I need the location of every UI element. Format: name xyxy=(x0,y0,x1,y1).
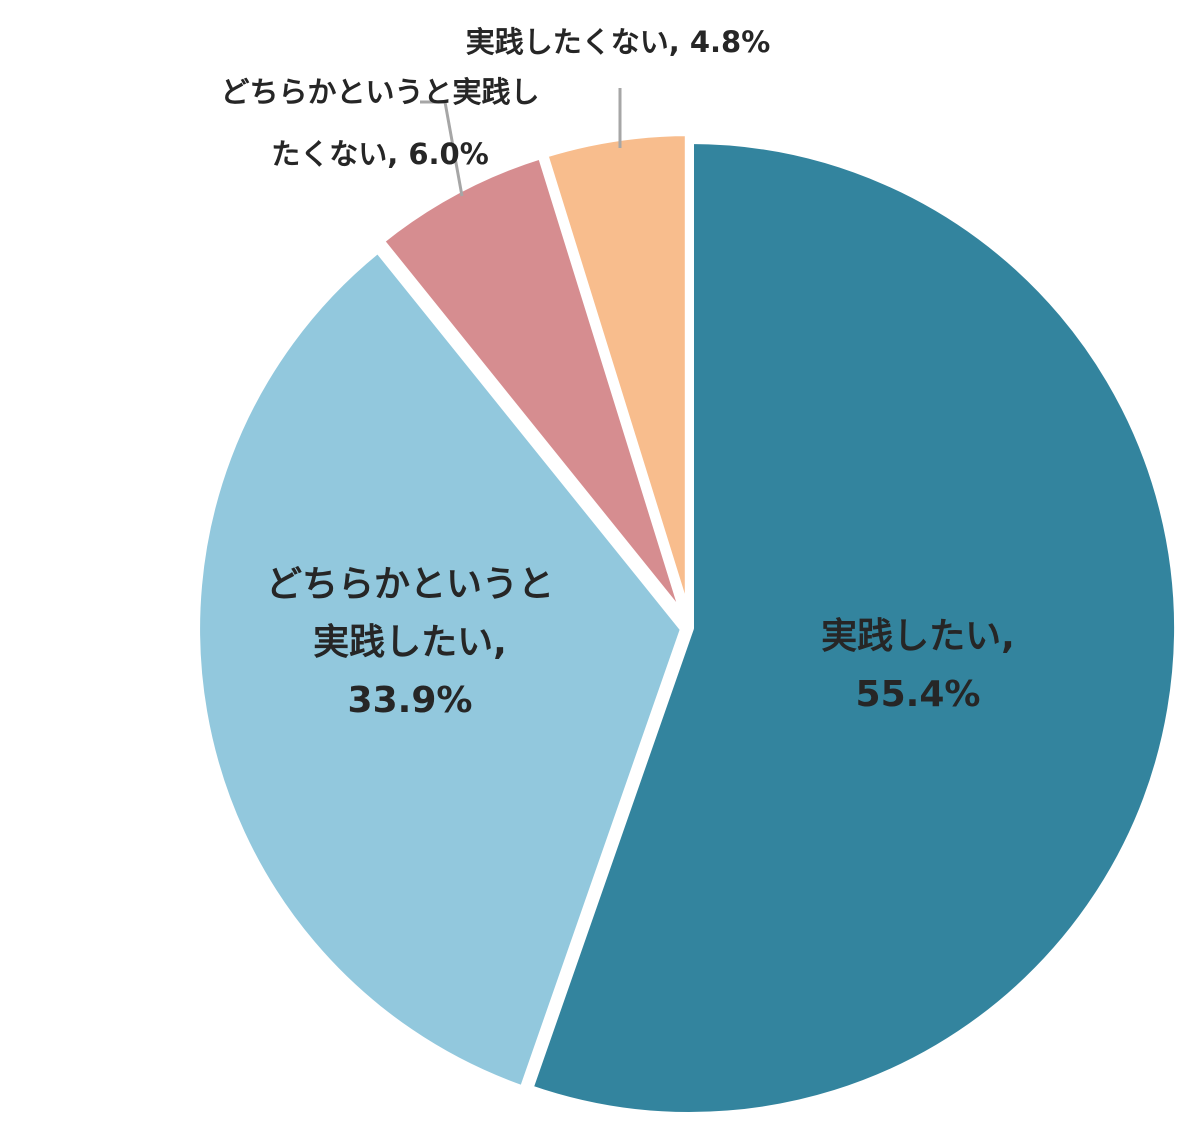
pie-slices xyxy=(192,128,1183,1120)
slice-label-line: 実践したい, xyxy=(313,622,507,663)
slice-label-line: どちらかというと xyxy=(266,564,554,605)
slice-label: どちらかというと実践したい, 33.9% xyxy=(266,564,554,721)
slice-label-line: たくない, 6.0% xyxy=(271,137,489,171)
leader-line xyxy=(420,100,464,197)
slice-label-line: 実践したい, xyxy=(821,616,1015,657)
pie-slice xyxy=(539,128,693,625)
slice-label: 実践したい, 55.4% xyxy=(821,616,1015,715)
slice-label-line: 実践したくない, 4.8% xyxy=(466,25,771,59)
leader-lines xyxy=(420,88,622,197)
slice-label-line: 55.4% xyxy=(856,674,981,715)
pie-slice xyxy=(192,244,689,1094)
slice-labels: 実践したい, 55.4%どちらかというと実践したい, 33.9%どちらかというと実践… xyxy=(220,25,1014,721)
slice-label-line: 33.9% xyxy=(348,680,473,721)
pie-slice xyxy=(376,150,691,625)
slice-label: どちらかというと実践したくない, 6.0% xyxy=(220,75,539,171)
slice-label-line: どちらかというと実践し xyxy=(220,75,539,109)
slice-label: 実践したくない, 4.8% xyxy=(466,25,771,59)
